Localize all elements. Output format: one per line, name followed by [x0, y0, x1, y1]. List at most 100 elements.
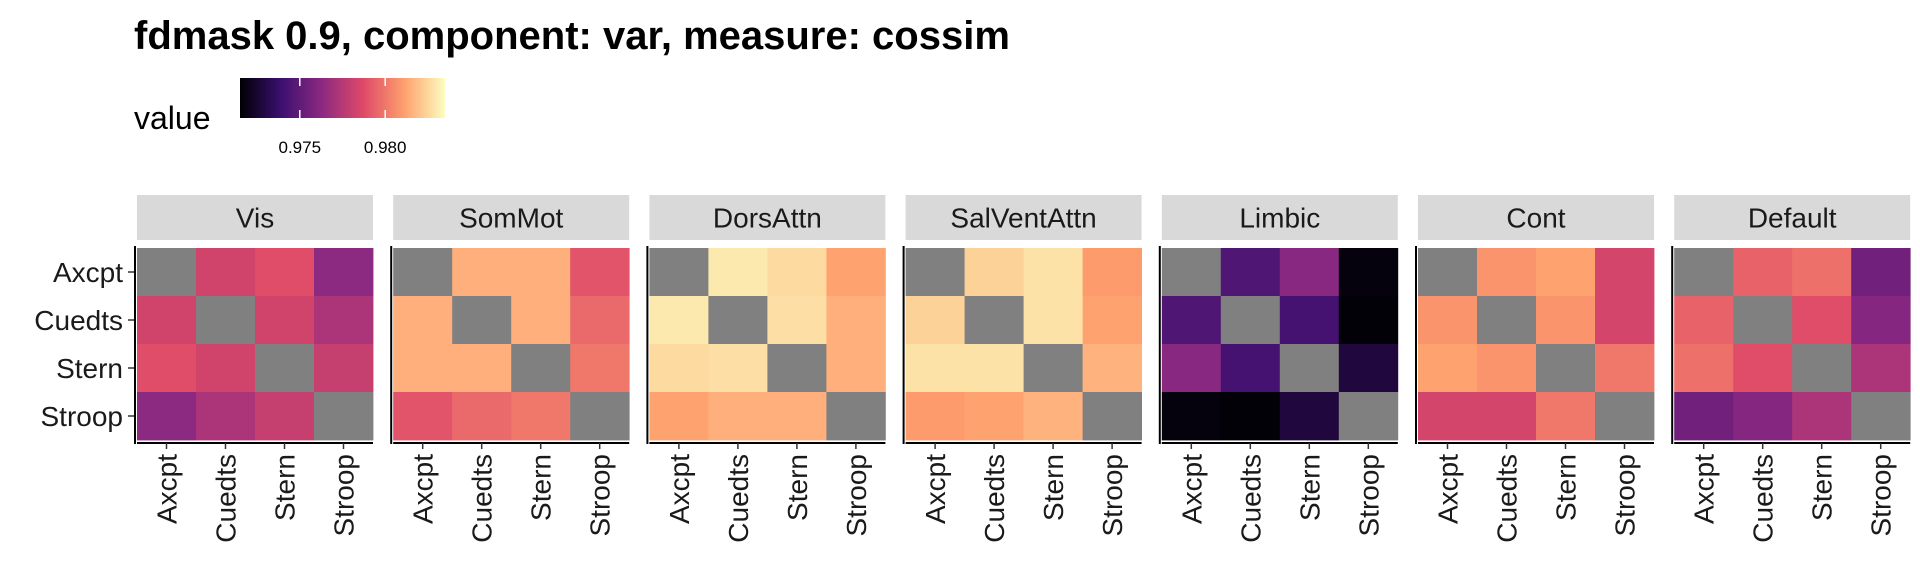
x-tick-label: Axcpt	[920, 454, 951, 524]
heatmap-cell	[1023, 392, 1083, 441]
x-tick-label: Axcpt	[1433, 454, 1464, 524]
heatmap-cell	[1851, 344, 1911, 393]
heatmap-cell	[255, 344, 315, 393]
heatmap-cell	[452, 344, 512, 393]
facet-strip-label: Cont	[1506, 203, 1565, 234]
heatmap-cell	[905, 248, 965, 297]
y-tick-label: Axcpt	[53, 257, 123, 288]
x-tick-label: Stroop	[585, 454, 616, 537]
facet-panel: Vis Axcpt Cuedts Stern Stroop	[134, 195, 374, 543]
x-tick-label: Stroop	[1866, 454, 1897, 537]
heatmap-cell	[708, 296, 768, 345]
heatmap-cell	[393, 392, 453, 441]
heatmap-cell	[1792, 296, 1852, 345]
heatmap-cell	[570, 392, 630, 441]
heatmap-cell	[1338, 296, 1399, 345]
x-tick-label: Stern	[1551, 454, 1582, 521]
facet-panel: Limbic Axcpt Cuedts Stern Stroop	[1158, 195, 1399, 543]
x-tick-label: Stroop	[1610, 454, 1641, 537]
heatmap-cell	[1220, 344, 1281, 393]
heatmap-cell	[1161, 392, 1222, 441]
heatmap-cell	[826, 296, 886, 345]
x-tick-label: Stroop	[841, 454, 872, 537]
heatmap-cell	[649, 392, 709, 441]
x-tick-label: Cuedts	[723, 454, 754, 543]
heatmap-cell	[1338, 392, 1399, 441]
x-tick-label: Axcpt	[152, 454, 183, 524]
heatmap-cell	[1082, 344, 1142, 393]
heatmap-cell	[1279, 296, 1340, 345]
heatmap-cell	[1220, 248, 1281, 297]
heatmap-cell	[1418, 344, 1478, 393]
x-tick-label: Stern	[782, 454, 813, 521]
facet-panel: DorsAttn Axcpt Cuedts Stern Stroop	[646, 195, 886, 543]
y-tick-label: Stern	[56, 353, 123, 384]
heatmap-cell	[1338, 248, 1399, 297]
heatmap-cell	[1279, 344, 1340, 393]
heatmap-cell	[314, 392, 374, 441]
legend-colorbar	[240, 78, 445, 118]
heatmap-cell	[1733, 392, 1793, 441]
heatmap-cell	[1792, 344, 1852, 393]
heatmap-cell	[137, 344, 197, 393]
x-tick-label: Stern	[270, 454, 301, 521]
x-tick-label: Cuedts	[1492, 454, 1523, 543]
heatmap-cell	[1674, 296, 1734, 345]
heatmap-cell	[1279, 248, 1340, 297]
x-tick-label: Axcpt	[1176, 454, 1207, 524]
x-tick-label: Axcpt	[1689, 454, 1720, 524]
heatmap-cell	[1536, 344, 1596, 393]
heatmap-cell	[1082, 296, 1142, 345]
heatmap-cell	[1733, 248, 1793, 297]
heatmap-cell	[905, 296, 965, 345]
x-tick-label: Stroop	[1353, 454, 1384, 537]
heatmap-cell	[1082, 248, 1142, 297]
facet-strip-label: SomMot	[459, 203, 563, 234]
facet-panel: SalVentAttn Axcpt Cuedts Stern Stroop	[902, 195, 1142, 543]
heatmap-cell	[1418, 296, 1478, 345]
heatmap-cell	[905, 344, 965, 393]
x-tick-label: Cuedts	[1748, 454, 1779, 543]
heatmap-cell	[649, 344, 709, 393]
heatmap-cell	[905, 392, 965, 441]
heatmap-cell	[255, 392, 315, 441]
heatmap-cell	[1733, 344, 1793, 393]
heatmap-cell	[137, 248, 197, 297]
heatmap-cell	[1536, 296, 1596, 345]
facet-strip	[1418, 195, 1654, 240]
heatmap-cell	[964, 392, 1024, 441]
y-tick-label: Cuedts	[34, 305, 123, 336]
heatmap-cell	[1220, 392, 1281, 441]
x-tick-label: Axcpt	[664, 454, 695, 524]
facet-panel: SomMot Axcpt Cuedts Stern Stroop	[390, 195, 630, 543]
x-tick-label: Cuedts	[979, 454, 1010, 543]
heatmap-cell	[1220, 296, 1281, 345]
heatmap-cell	[1851, 248, 1911, 297]
heatmap-cell	[393, 296, 453, 345]
heatmap-cell	[1161, 248, 1222, 297]
heatmap-cell	[1418, 392, 1478, 441]
heatmap-cell	[649, 248, 709, 297]
heatmap-cell	[767, 248, 827, 297]
legend-gradient	[240, 78, 445, 118]
facet-strip-label: Default	[1748, 203, 1837, 234]
facet-strip	[649, 195, 886, 240]
heatmap-cell	[1536, 392, 1596, 441]
facet-panel: Default Axcpt Cuedts Stern Stroop	[1671, 195, 1911, 543]
facet-panel: Cont Axcpt Cuedts Stern Stroop	[1415, 195, 1655, 543]
heatmap-cell	[196, 248, 256, 297]
heatmap-cell	[826, 248, 886, 297]
heatmap-cell	[1477, 248, 1537, 297]
facet-strip	[393, 195, 630, 240]
heatmap-cell	[1792, 248, 1852, 297]
heatmap-cell	[1536, 248, 1596, 297]
x-tick-label: Stroop	[1097, 454, 1128, 537]
heatmap-cell	[137, 296, 197, 345]
facet-strip	[137, 195, 373, 240]
facet-strip	[905, 195, 1142, 240]
y-tick-label: Stroop	[41, 401, 124, 432]
x-tick-label: Stern	[1294, 454, 1325, 521]
heatmap-cell	[1477, 392, 1537, 441]
heatmap-cell	[1082, 392, 1142, 441]
